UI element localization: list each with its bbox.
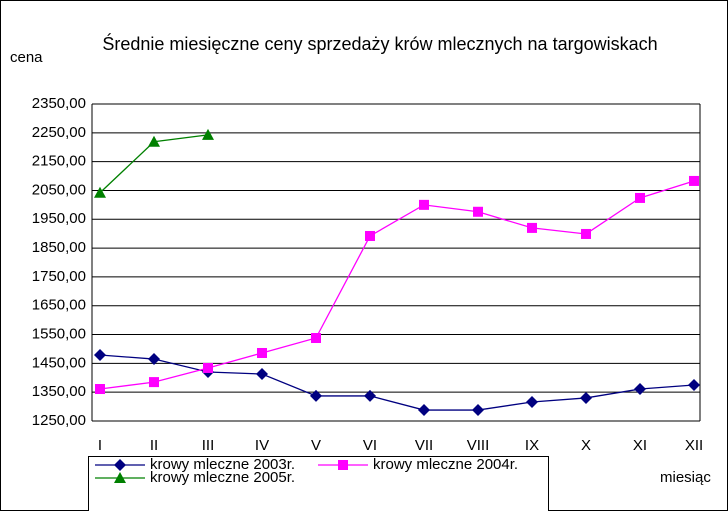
y-tick-label: 1250,00: [32, 412, 86, 429]
legend-marker: [338, 460, 348, 470]
x-tick-label: III: [202, 437, 215, 454]
x-tick-label: II: [150, 437, 158, 454]
y-tick-label: 1650,00: [32, 297, 86, 314]
x-tick-label: IV: [255, 437, 269, 454]
point: [419, 199, 429, 210]
point: [256, 368, 268, 381]
point: [310, 389, 322, 402]
point: [635, 192, 645, 203]
legend-marker: [114, 472, 126, 483]
legend-marker: [114, 459, 126, 471]
point: [473, 206, 483, 217]
point: [526, 395, 538, 408]
x-axis-label: miesiąc: [660, 469, 711, 486]
y-tick-label: 1750,00: [32, 268, 86, 285]
point: [580, 391, 592, 404]
x-tick-label: VII: [415, 437, 433, 454]
y-tick-label: 1550,00: [32, 326, 86, 343]
legend-label: krowy mleczne 2005r.: [150, 469, 295, 486]
y-tick-label: 2350,00: [32, 95, 86, 112]
point: [203, 362, 213, 373]
y-tick-label: 1350,00: [32, 383, 86, 400]
point: [364, 389, 376, 402]
x-tick-label: X: [581, 437, 591, 454]
point: [148, 135, 160, 147]
x-tick-label: IX: [525, 437, 539, 454]
point: [148, 353, 160, 366]
point: [418, 404, 430, 417]
chart-title: Średnie miesięczne ceny sprzedaży krów m…: [102, 34, 658, 54]
point: [581, 228, 591, 239]
point: [472, 404, 484, 417]
point: [202, 128, 214, 140]
y-tick-label: 2050,00: [32, 181, 86, 198]
point: [688, 378, 700, 391]
x-tick-label: VI: [363, 437, 377, 454]
x-tick-label: I: [98, 437, 102, 454]
point: [634, 383, 646, 396]
point: [689, 175, 699, 186]
point: [149, 377, 159, 388]
y-tick-label: 1450,00: [32, 354, 86, 371]
y-tick-label: 1850,00: [32, 239, 86, 256]
x-tick-label: XII: [685, 437, 703, 454]
point: [311, 333, 321, 344]
legend-label: krowy mleczne 2004r.: [373, 456, 518, 473]
x-tick-label: XI: [633, 437, 647, 454]
point: [95, 384, 105, 395]
x-tick-label: VIII: [467, 437, 490, 454]
legend-label: krowy mleczne 2003r.: [150, 456, 295, 473]
point: [94, 186, 106, 198]
point: [257, 347, 267, 358]
point: [94, 349, 106, 362]
y-axis-label: cena: [10, 49, 43, 66]
point: [527, 222, 537, 233]
y-tick-label: 2150,00: [32, 153, 86, 170]
y-tick-label: 1950,00: [32, 210, 86, 227]
x-tick-label: V: [311, 437, 321, 454]
point: [365, 230, 375, 241]
y-tick-label: 2250,00: [32, 124, 86, 141]
series-line: [99, 180, 695, 390]
